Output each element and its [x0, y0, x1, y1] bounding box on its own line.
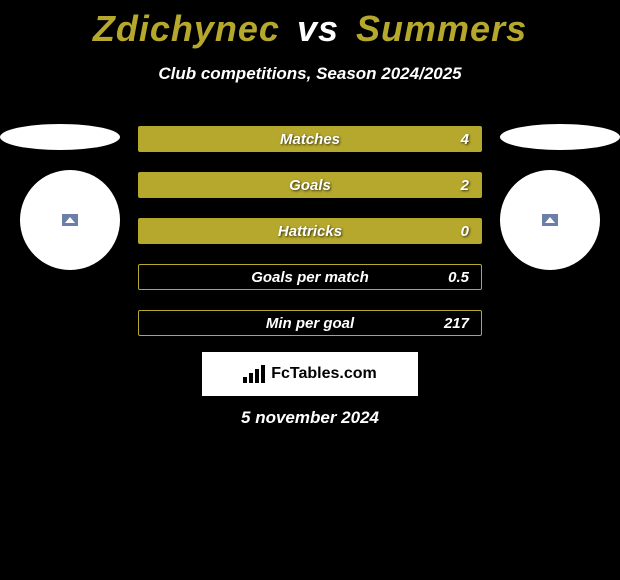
stats-bars: Matches 4 Goals 2 Hattricks 0 Goals per …: [138, 126, 482, 356]
stat-row-matches: Matches 4: [138, 126, 482, 152]
stat-row-hattricks: Hattricks 0: [138, 218, 482, 244]
vs-label: vs: [297, 8, 339, 49]
stat-label: Goals: [289, 177, 331, 194]
stat-value: 4: [461, 131, 469, 148]
stat-row-goals: Goals 2: [138, 172, 482, 198]
decor-ellipse-right: [500, 124, 620, 150]
player2-name: Summers: [356, 8, 527, 49]
player1-name: Zdichynec: [93, 8, 280, 49]
player2-badge-icon: [541, 213, 559, 227]
decor-ellipse-left: [0, 124, 120, 150]
stat-label: Min per goal: [266, 315, 354, 332]
stat-value: 217: [444, 315, 469, 332]
stat-label: Hattricks: [278, 223, 342, 240]
stat-value: 2: [461, 177, 469, 194]
stat-label: Goals per match: [251, 269, 369, 286]
stat-label: Matches: [280, 131, 340, 148]
brand-box: FcTables.com: [202, 352, 418, 396]
stat-value: 0: [461, 223, 469, 240]
comparison-title: Zdichynec vs Summers: [0, 0, 620, 50]
date-label: 5 november 2024: [0, 408, 620, 428]
stat-row-goals-per-match: Goals per match 0.5: [138, 264, 482, 290]
bar-chart-icon: [243, 365, 265, 383]
player2-badge-circle: [500, 170, 600, 270]
stat-value: 0.5: [448, 269, 469, 286]
player1-badge-circle: [20, 170, 120, 270]
player1-badge-icon: [61, 213, 79, 227]
brand-text: FcTables.com: [271, 365, 377, 383]
stat-row-min-per-goal: Min per goal 217: [138, 310, 482, 336]
subtitle: Club competitions, Season 2024/2025: [0, 64, 620, 84]
